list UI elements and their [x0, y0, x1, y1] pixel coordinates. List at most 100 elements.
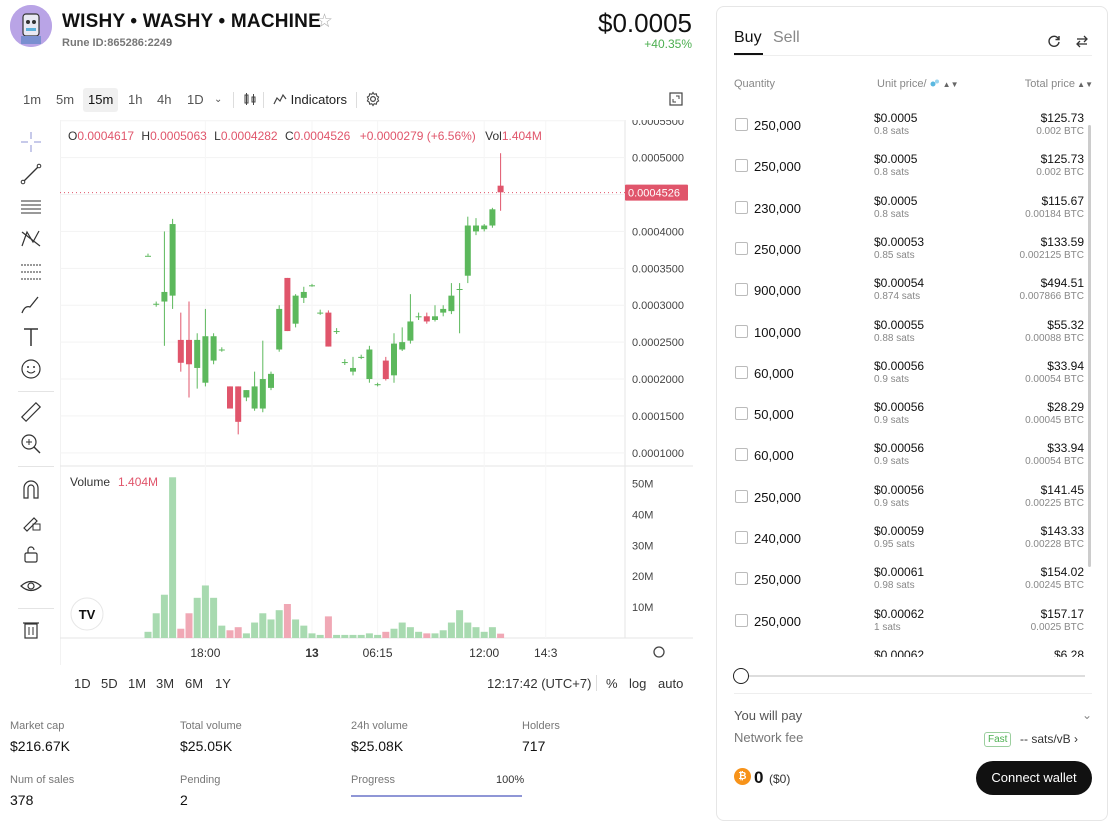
eye-icon[interactable] — [20, 575, 48, 599]
candle-body — [186, 339, 192, 365]
order-checkbox[interactable] — [735, 118, 748, 131]
unlock-icon[interactable] — [20, 543, 48, 567]
refresh-icon[interactable] — [1047, 34, 1061, 53]
order-row[interactable]: 250,000 $0.00061 0.98 sats $154.02 0.00245 B… — [720, 558, 1092, 599]
order-row[interactable]: $0.00062 $6.28 — [720, 641, 1092, 657]
candle-body — [153, 303, 160, 305]
order-row[interactable]: 60,000 $0.00056 0.9 sats $33.94 0.00054 BTC — [720, 434, 1092, 475]
order-checkbox[interactable] — [735, 572, 748, 586]
candle-body — [268, 373, 274, 388]
ruler-icon[interactable] — [20, 401, 48, 425]
order-unit-price: $0.00056 — [874, 482, 925, 497]
favorite-star-icon[interactable]: ☆ — [316, 11, 334, 32]
range-5d[interactable]: 5D — [101, 676, 118, 691]
fib-retracement-icon[interactable] — [20, 261, 48, 285]
range-6m[interactable]: 6M — [185, 676, 204, 691]
volume-bar — [259, 613, 267, 638]
range-3m[interactable]: 3M — [156, 676, 175, 691]
connect-wallet-button[interactable]: Connect wallet — [976, 761, 1092, 795]
timeframe-1d[interactable]: 1D — [187, 92, 204, 107]
chart-settings-gear-icon[interactable] — [360, 88, 386, 112]
trash-icon[interactable] — [20, 618, 48, 642]
order-checkbox[interactable] — [735, 241, 748, 255]
fee-rate[interactable]: -- sats/vB › — [1020, 732, 1079, 746]
order-row[interactable]: 250,000 $0.00056 0.9 sats $141.45 0.00225 BT… — [720, 476, 1092, 517]
timeframe-1h[interactable]: 1h — [128, 92, 143, 107]
order-total-btc: 0.00054 BTC — [1025, 456, 1084, 468]
clock-time[interactable]: 12:17:42 (UTC+7) — [487, 676, 592, 691]
order-checkbox[interactable] — [735, 200, 748, 214]
zoom-in-icon[interactable] — [20, 433, 48, 457]
swap-arrows-icon[interactable] — [1075, 34, 1089, 53]
chevron-down-icon[interactable]: ⌄ — [1082, 708, 1093, 722]
column-unit-price[interactable]: Unit price/ ▲▼ — [877, 78, 959, 90]
pending-value: 2 — [180, 792, 188, 808]
order-quantity: 50,000 — [754, 407, 794, 423]
column-total-price[interactable]: Total price ▲▼ — [1024, 78, 1093, 90]
price-chart[interactable]: 0.00055000.00050000.00045000.00040000.00… — [60, 120, 693, 665]
trend-line-icon[interactable] — [20, 163, 48, 187]
volume-tick-label: 30M — [632, 540, 653, 552]
candle-body — [366, 349, 373, 380]
indicators-button[interactable]: Indicators — [268, 88, 352, 112]
order-checkbox[interactable] — [735, 407, 748, 421]
auto-toggle[interactable]: auto — [658, 676, 684, 691]
volume-bar — [144, 631, 152, 638]
order-row[interactable]: 250,000 $0.00062 1 sats $157.17 0.0025 BTC — [720, 600, 1092, 641]
text-tool-icon[interactable] — [20, 326, 48, 350]
quantity-slider-track[interactable] — [748, 675, 1085, 677]
order-list-scrollbar[interactable] — [1088, 125, 1091, 567]
order-checkbox[interactable] — [735, 613, 748, 627]
order-row[interactable]: 250,000 $0.0005 0.8 sats $125.73 0.002 BTC — [720, 104, 1092, 145]
brush-icon[interactable] — [20, 293, 48, 317]
order-unit-price: $0.00053 — [874, 234, 925, 249]
order-checkbox[interactable] — [735, 283, 748, 297]
order-checkbox[interactable] — [735, 365, 748, 379]
order-row[interactable]: 250,000 $0.00053 0.85 sats $133.59 0.002125 … — [720, 228, 1092, 269]
order-checkbox[interactable] — [735, 489, 748, 503]
quantity-slider-handle[interactable] — [733, 668, 749, 684]
timeframe-1m[interactable]: 1m — [23, 92, 42, 107]
volume-bar — [169, 477, 177, 638]
fee-speed-badge[interactable]: Fast — [984, 732, 1012, 747]
order-unit-sats: 0.98 sats — [874, 580, 915, 592]
tab-buy[interactable]: Buy — [734, 29, 762, 46]
order-row[interactable]: 60,000 $0.00056 0.9 sats $33.94 0.00054 BTC — [720, 352, 1092, 393]
timeframe-dropdown-chevron-icon[interactable]: ⌄ — [214, 94, 223, 105]
order-checkbox[interactable] — [735, 324, 748, 338]
order-total-price: $143.33 — [1040, 524, 1084, 538]
price-tick-label: 0.0003500 — [632, 263, 684, 275]
order-row[interactable]: 230,000 $0.0005 0.8 sats $115.67 0.00184 BTC — [720, 187, 1092, 228]
crosshair-icon[interactable] — [20, 131, 48, 155]
order-checkbox[interactable] — [735, 159, 748, 173]
volume-bar — [398, 622, 406, 638]
order-row[interactable]: 100,000 $0.00055 0.88 sats $55.32 0.00088 BT… — [720, 311, 1092, 352]
emoji-icon[interactable] — [20, 358, 48, 382]
horizontal-lines-icon[interactable] — [20, 196, 48, 220]
candle-type-icon[interactable] — [238, 88, 262, 112]
timeframe-15m[interactable]: 15m — [83, 88, 119, 112]
lock-drawings-icon[interactable] — [20, 510, 48, 534]
order-checkbox[interactable] — [735, 531, 748, 544]
order-total-price: $55.32 — [1047, 317, 1084, 332]
order-row[interactable]: 250,000 $0.0005 0.8 sats $125.73 0.002 BTC — [720, 145, 1092, 186]
candle-body — [350, 367, 356, 372]
order-row[interactable]: 50,000 $0.00056 0.9 sats $28.29 0.00045 BTC — [720, 393, 1092, 434]
range-1y[interactable]: 1Y — [215, 676, 231, 691]
pattern-tool-icon[interactable] — [20, 228, 48, 252]
timeframe-5m[interactable]: 5m — [56, 92, 75, 107]
timeframe-4h[interactable]: 4h — [157, 92, 172, 107]
price-tick-label: 0.0002500 — [632, 337, 684, 349]
order-row[interactable]: 240,000 $0.00059 0.95 sats $143.33 0.00228 B… — [720, 517, 1092, 558]
order-checkbox[interactable] — [735, 448, 748, 462]
range-1d[interactable]: 1D — [74, 676, 91, 691]
range-bar: 1D 5D 1M 3M 6M 1Y 12:17:42 (UTC+7) % log… — [60, 670, 693, 696]
log-toggle[interactable]: log — [629, 676, 647, 691]
order-row[interactable]: 900,000 $0.00054 0.874 sats $494.51 0.007866… — [720, 269, 1092, 310]
magnet-icon[interactable] — [20, 478, 48, 502]
range-1m[interactable]: 1M — [128, 676, 147, 691]
tab-sell[interactable]: Sell — [773, 29, 800, 46]
candle-body — [473, 225, 479, 232]
percent-toggle[interactable]: % — [606, 676, 618, 691]
fullscreen-icon[interactable] — [664, 88, 688, 112]
